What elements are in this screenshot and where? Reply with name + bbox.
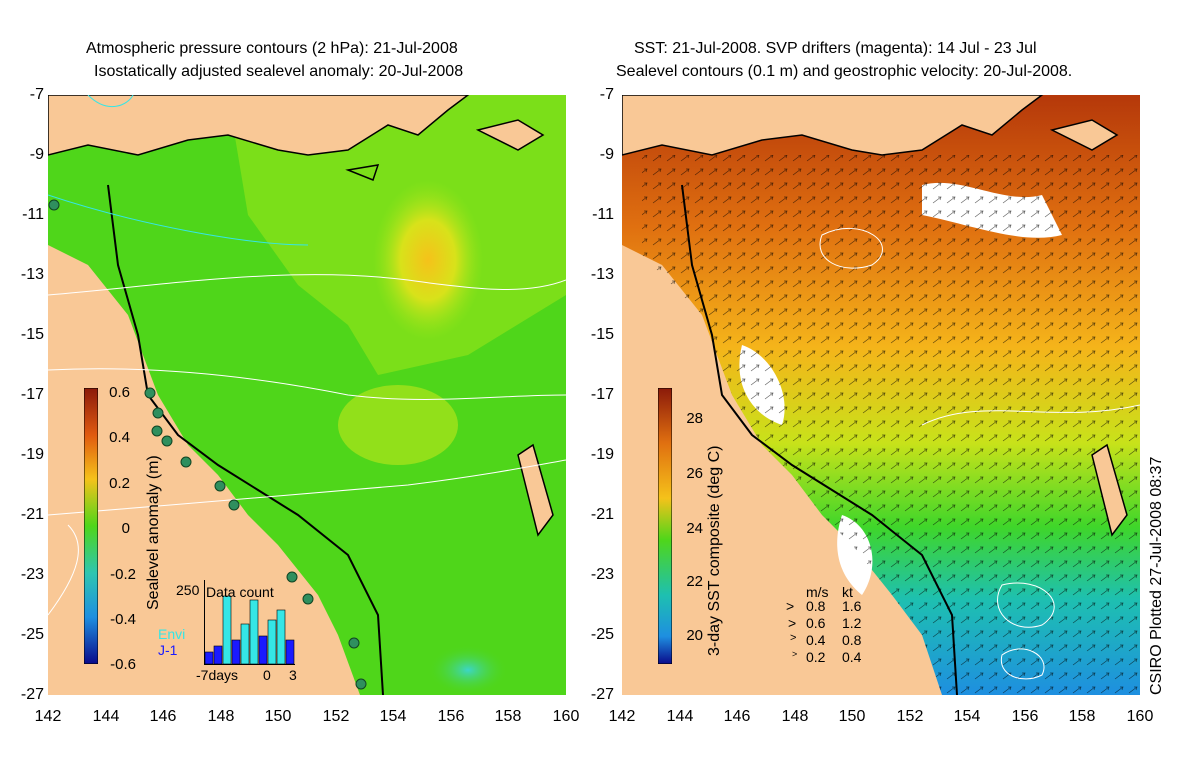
xtick-right: 152 (896, 708, 924, 725)
velocity-header-kt: kt (842, 584, 853, 600)
xtick-left: 152 (322, 708, 350, 725)
xtick-left: 154 (379, 708, 407, 725)
ytick-right: -11 (592, 206, 614, 223)
xtick-right: 142 (608, 708, 636, 725)
xtick-right: 158 (1068, 708, 1096, 725)
ytick-right: -25 (590, 626, 614, 643)
sst-tick-2: 24 (686, 520, 703, 537)
ytick-left: -17 (20, 386, 44, 403)
xtick-right: 154 (953, 708, 981, 725)
xtick-left: 146 (149, 708, 177, 725)
ytick-left: -13 (20, 266, 44, 283)
sst-tick-4: 20 (686, 627, 703, 644)
ytick-right: -13 (590, 266, 614, 283)
legend-j1: J-1 (158, 642, 178, 658)
xtick-left: 160 (552, 708, 580, 725)
velocity-arrow-icon: > (788, 615, 797, 631)
data-count-inset (204, 580, 295, 665)
xtick-left: 144 (92, 708, 120, 725)
velocity-ms-0: 0.8 (806, 598, 826, 614)
xtick-right: 146 (723, 708, 751, 725)
velocity-ms-1: 0.6 (806, 615, 826, 631)
sst-colorbar (658, 388, 672, 664)
xtick-left: 150 (264, 708, 292, 725)
ytick-left: -11 (22, 206, 44, 223)
velocity-kt-0: 1.6 (842, 598, 862, 614)
velocity-header-ms: m/s (806, 584, 829, 600)
sealevel-tick-4: -0.2 (110, 566, 136, 583)
ytick-right: -17 (590, 386, 614, 403)
velocity-kt-2: 0.8 (842, 632, 862, 648)
ytick-left: -25 (20, 626, 44, 643)
ytick-right: -21 (590, 506, 614, 523)
sealevel-tick-0: 0.6 (109, 384, 130, 401)
sealevel-tick-3: 0 (121, 520, 130, 537)
velocity-ms-3: 0.2 (806, 649, 826, 665)
velocity-arrow-icon: > (792, 649, 798, 659)
ytick-right: -15 (590, 326, 614, 343)
ytick-left: -7 (29, 86, 44, 103)
ytick-right: -27 (590, 686, 614, 703)
sealevel-tick-2: 0.2 (109, 475, 130, 492)
ytick-right: -19 (590, 446, 614, 463)
ytick-left: -27 (20, 686, 44, 703)
sst-tick-0: 28 (686, 410, 703, 427)
ytick-left: -15 (20, 326, 44, 343)
velocity-kt-1: 1.2 (842, 615, 862, 631)
data-count-title: Data count (206, 584, 274, 600)
data-count-xtick-1: 0 (263, 667, 271, 683)
xtick-left: 156 (437, 708, 465, 725)
xtick-right: 156 (1011, 708, 1039, 725)
sealevel-tick-1: 0.4 (109, 429, 130, 446)
ytick-left: -23 (20, 566, 44, 583)
velocity-ms-2: 0.4 (806, 632, 826, 648)
ytick-right: -9 (599, 146, 614, 163)
right-title-line1: SST: 21-Jul-2008. SVP drifters (magenta)… (634, 40, 1037, 57)
sst-colorbar-label: 3-day SST composite (deg C) (706, 445, 723, 656)
xtick-right: 160 (1126, 708, 1154, 725)
velocity-arrow-icon: > (786, 598, 795, 614)
credit-text: CSIRO Plotted 27-Jul-2008 08:37 (1148, 456, 1165, 695)
xtick-right: 144 (666, 708, 694, 725)
xtick-right: 150 (838, 708, 866, 725)
xtick-left: 142 (34, 708, 62, 725)
sst-tick-1: 26 (686, 465, 703, 482)
ytick-right: -23 (590, 566, 614, 583)
sealevel-tick-5: -0.4 (110, 611, 136, 628)
ytick-left: -21 (20, 506, 44, 523)
data-count-xtick-0: -7days (196, 667, 239, 683)
sealevel-colorbar-label: Sealevel anomaly (m) (145, 455, 162, 610)
ytick-right: -7 (599, 86, 614, 103)
right-title-line2: Sealevel contours (0.1 m) and geostrophi… (616, 63, 1073, 80)
xtick-right: 148 (781, 708, 809, 725)
data-count-ytick: 250 (176, 582, 200, 598)
sealevel-anomaly-map (48, 95, 566, 695)
sealevel-colorbar (84, 388, 98, 664)
xtick-left: 148 (207, 708, 235, 725)
ytick-left: -19 (20, 446, 44, 463)
ytick-left: -9 (29, 146, 44, 163)
legend-envi: Envi (158, 626, 186, 642)
sst-tick-3: 22 (686, 573, 703, 590)
xtick-left: 158 (494, 708, 522, 725)
data-count-xtick-2: 3 (289, 667, 297, 683)
left-title-line1: Atmospheric pressure contours (2 hPa): 2… (86, 40, 458, 57)
velocity-arrow-icon: > (790, 632, 797, 644)
sealevel-tick-6: -0.6 (110, 656, 136, 673)
velocity-kt-3: 0.4 (842, 649, 862, 665)
left-title-line2: Isostatically adjusted sealevel anomaly:… (94, 63, 464, 80)
sst-map (622, 95, 1140, 695)
